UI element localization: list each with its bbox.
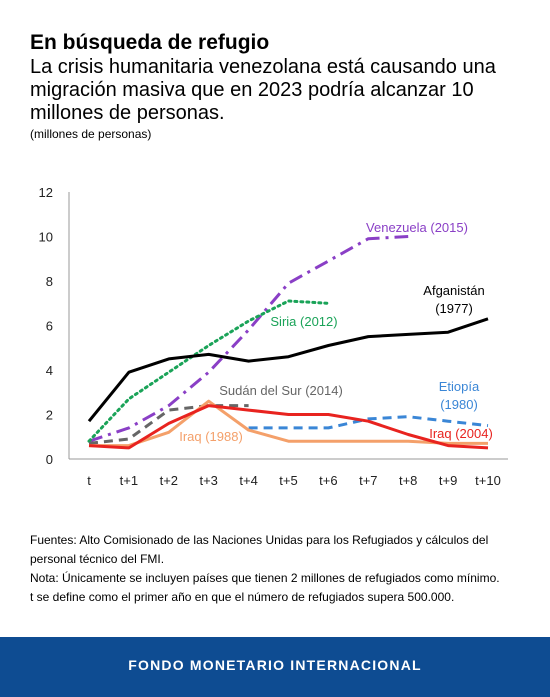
series-label-sudan-del-sur-2014: Sudán del Sur (2014) <box>219 383 343 398</box>
y-tick-label: 4 <box>46 363 53 378</box>
x-tick-label: t+7 <box>359 473 377 488</box>
x-tick-label: t+5 <box>279 473 297 488</box>
chart-lines <box>87 235 489 450</box>
x-tick-label: t+8 <box>399 473 417 488</box>
series-label-iraq-2004: Iraq (2004) <box>429 426 493 441</box>
x-tick-label: t+6 <box>319 473 337 488</box>
series-label-siria-2012: Siria (2012) <box>270 314 337 329</box>
note-min-refugees: Nota: Únicamente se incluyen países que … <box>30 571 500 585</box>
note-t-definition: t se define como el primer año en que el… <box>30 590 455 604</box>
units-label: (millones de personas) <box>30 127 152 141</box>
notes: Fuentes: Alto Comisionado de las Nacione… <box>30 531 520 607</box>
y-tick-label: 2 <box>46 408 53 423</box>
series-line-etiopia-1980 <box>248 415 489 430</box>
series-line-siria-2012 <box>87 299 330 443</box>
series-label-afganistan-1977: Afganistán (1977) <box>423 283 484 316</box>
series-label-etiopia-1980: Etiopía (1980) <box>439 379 480 412</box>
x-tick-label: t+4 <box>239 473 257 488</box>
series-line-iraq-2004 <box>88 404 489 450</box>
chart-title: En búsqueda de refugio <box>30 31 270 54</box>
y-tick-label: 6 <box>46 319 53 334</box>
x-tick-label: t <box>87 473 91 488</box>
x-tick-label: t+1 <box>120 473 138 488</box>
y-tick-label: 8 <box>46 274 53 289</box>
footer-bar: FONDO MONETARIO INTERNACIONAL <box>0 637 550 697</box>
footer-org: FONDO MONETARIO INTERNACIONAL <box>128 657 422 673</box>
series-label-venezuela-2015: Venezuela (2015) <box>366 220 468 235</box>
series-line-afganistan-1977 <box>87 317 489 423</box>
x-tick-label: t+3 <box>199 473 217 488</box>
x-tick-label: t+10 <box>475 473 501 488</box>
chart-subtitle: La crisis humanitaria venezolana está ca… <box>30 56 496 124</box>
chart-axes: 0 2 4 6 8 10 12 t t+1 t+2 t+3 t+4 t+5 t+6 t+7 t+8 t+9 t+1… <box>39 185 508 488</box>
line-chart: 0 2 4 6 8 10 12 t t+1 t+2 t+3 t+4 t+5 t+6 t+7 t+8 t+9 t+1… <box>39 185 508 488</box>
source-note: Fuentes: Alto Comisionado de las Nacione… <box>30 533 489 566</box>
x-tick-label: t+2 <box>160 473 178 488</box>
y-tick-label: 12 <box>39 185 53 200</box>
series-line-iraq-1988 <box>89 399 488 448</box>
y-tick-label: 10 <box>39 230 53 245</box>
series-labels: Venezuela (2015) Siria (2012) Afganistán (1… <box>179 220 493 444</box>
x-tick-label: t+9 <box>439 473 457 488</box>
series-label-iraq-1988: Iraq (1988) <box>179 429 243 444</box>
y-tick-label: 0 <box>46 452 53 467</box>
